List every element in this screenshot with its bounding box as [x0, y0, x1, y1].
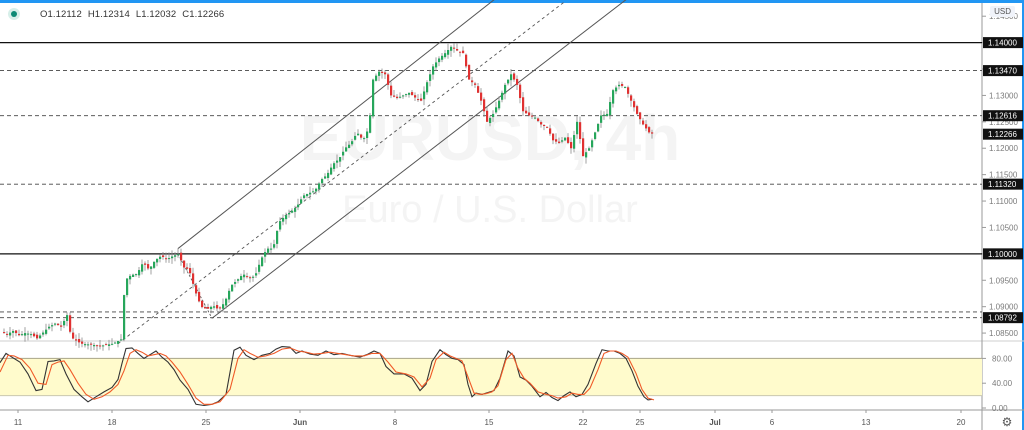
channel-line-upper[interactable] [177, 0, 500, 249]
candlesticks[interactable] [3, 43, 654, 352]
svg-text:1.11320: 1.11320 [988, 180, 1017, 189]
svg-text:1.10000: 1.10000 [988, 250, 1017, 259]
time-tick-label: Jul [709, 418, 721, 427]
time-tick-label: 6 [770, 418, 775, 427]
ohlc-high: H1.12314 [87, 8, 130, 20]
price-tick-label: 1.09500 [989, 276, 1018, 285]
price-tick-label: 1.11000 [989, 197, 1018, 206]
price-tag: 1.13470 [983, 65, 1023, 77]
price-tag: 1.12266 [983, 128, 1023, 140]
right-accent-bar [1022, 3, 1024, 430]
stochastic-tick-label: 0.00 [992, 404, 1008, 413]
price-tag: 1.10000 [983, 248, 1023, 260]
price-tick-label: 1.12500 [989, 118, 1018, 127]
price-tag: 1.12616 [983, 110, 1023, 122]
price-tick-label: 1.10500 [989, 223, 1018, 232]
time-tick-label: 15 [485, 418, 494, 427]
stochastic-tick-label: 80.00 [992, 354, 1013, 363]
stochastic-tick-label: 40.00 [992, 379, 1013, 388]
market-status-icon[interactable] [8, 8, 20, 20]
time-tick-label: 13 [862, 418, 871, 427]
svg-text:1.12616: 1.12616 [988, 112, 1017, 121]
price-tag: 1.14000 [983, 37, 1023, 49]
description-watermark: Euro / U.S. Dollar [342, 189, 638, 231]
svg-text:1.12266: 1.12266 [988, 130, 1017, 139]
stochastic-d-line [0, 347, 655, 405]
ohlc-close: C1.12266 [182, 8, 225, 20]
price-tag: 1.08792 [983, 312, 1023, 324]
price-tick-label: 1.12000 [989, 144, 1018, 153]
symbol-watermark: EURUSD, 4h [300, 102, 681, 174]
price-tick-label: 1.11500 [989, 171, 1018, 180]
price-tick-label: 1.09000 [989, 303, 1018, 312]
svg-text:1.08792: 1.08792 [988, 314, 1017, 323]
stochastic-k-line [0, 346, 653, 407]
ohlc-open: O1.12112 [40, 8, 82, 20]
gear-icon[interactable]: ⚙ [1001, 415, 1013, 429]
ohlc-low: L1.12032 [135, 8, 177, 20]
time-tick-label: 18 [108, 418, 117, 427]
time-tick-label: 22 [579, 418, 588, 427]
channel-line-lower[interactable] [211, 0, 632, 319]
ohlc-legend: O1.12112 H1.12314 L1.12032 C1.12266 [8, 6, 230, 22]
price-tick-label: 1.08500 [989, 329, 1018, 338]
ohlc-values: O1.12112 H1.12314 L1.12032 C1.12266 [40, 9, 230, 20]
time-tick-label: 8 [393, 418, 398, 427]
svg-text:1.14000: 1.14000 [988, 39, 1017, 48]
currency-label[interactable]: USD [990, 6, 1015, 17]
channel-line-middle-dashed[interactable] [117, 1, 566, 344]
time-tick-label: 11 [14, 418, 23, 427]
svg-text:1.13470: 1.13470 [988, 67, 1017, 76]
time-tick-label: Jun [293, 418, 307, 427]
stochastic-band [0, 358, 982, 396]
price-tick-label: 1.13000 [989, 91, 1018, 100]
time-tick-label: 25 [636, 418, 645, 427]
price-tag: 1.11320 [983, 178, 1023, 190]
time-tick-label: 20 [957, 418, 966, 427]
time-tick-label: 25 [202, 418, 211, 427]
top-accent-bar [0, 0, 1024, 3]
